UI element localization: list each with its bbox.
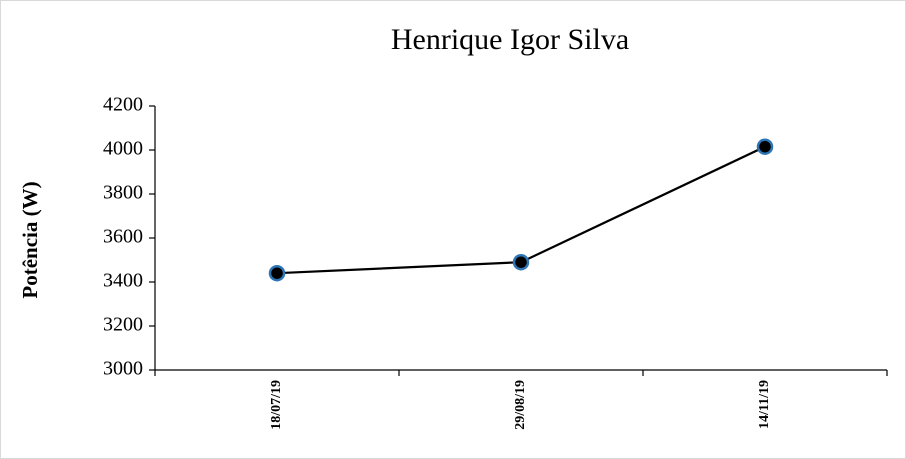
y-tick-label: 3000 bbox=[103, 358, 143, 380]
marker bbox=[268, 264, 286, 282]
y-tick-label: 4200 bbox=[103, 94, 143, 116]
marker bbox=[756, 138, 774, 155]
chart-title: Henrique Igor Silva bbox=[391, 23, 629, 56]
y-tick-label: 4000 bbox=[103, 138, 143, 160]
y-tick-label: 3400 bbox=[103, 270, 143, 292]
x-tick-label: 14/11/19 bbox=[757, 380, 772, 429]
y-tick-label: 3600 bbox=[103, 226, 143, 248]
y-axis-label: Potência (W) bbox=[18, 181, 42, 298]
marker bbox=[512, 253, 530, 271]
x-tick-label: 29/08/19 bbox=[513, 380, 528, 430]
y-tick-label: 3800 bbox=[103, 182, 143, 204]
x-tick-label: 18/07/19 bbox=[269, 380, 284, 430]
y-tick-label: 3200 bbox=[103, 314, 143, 336]
